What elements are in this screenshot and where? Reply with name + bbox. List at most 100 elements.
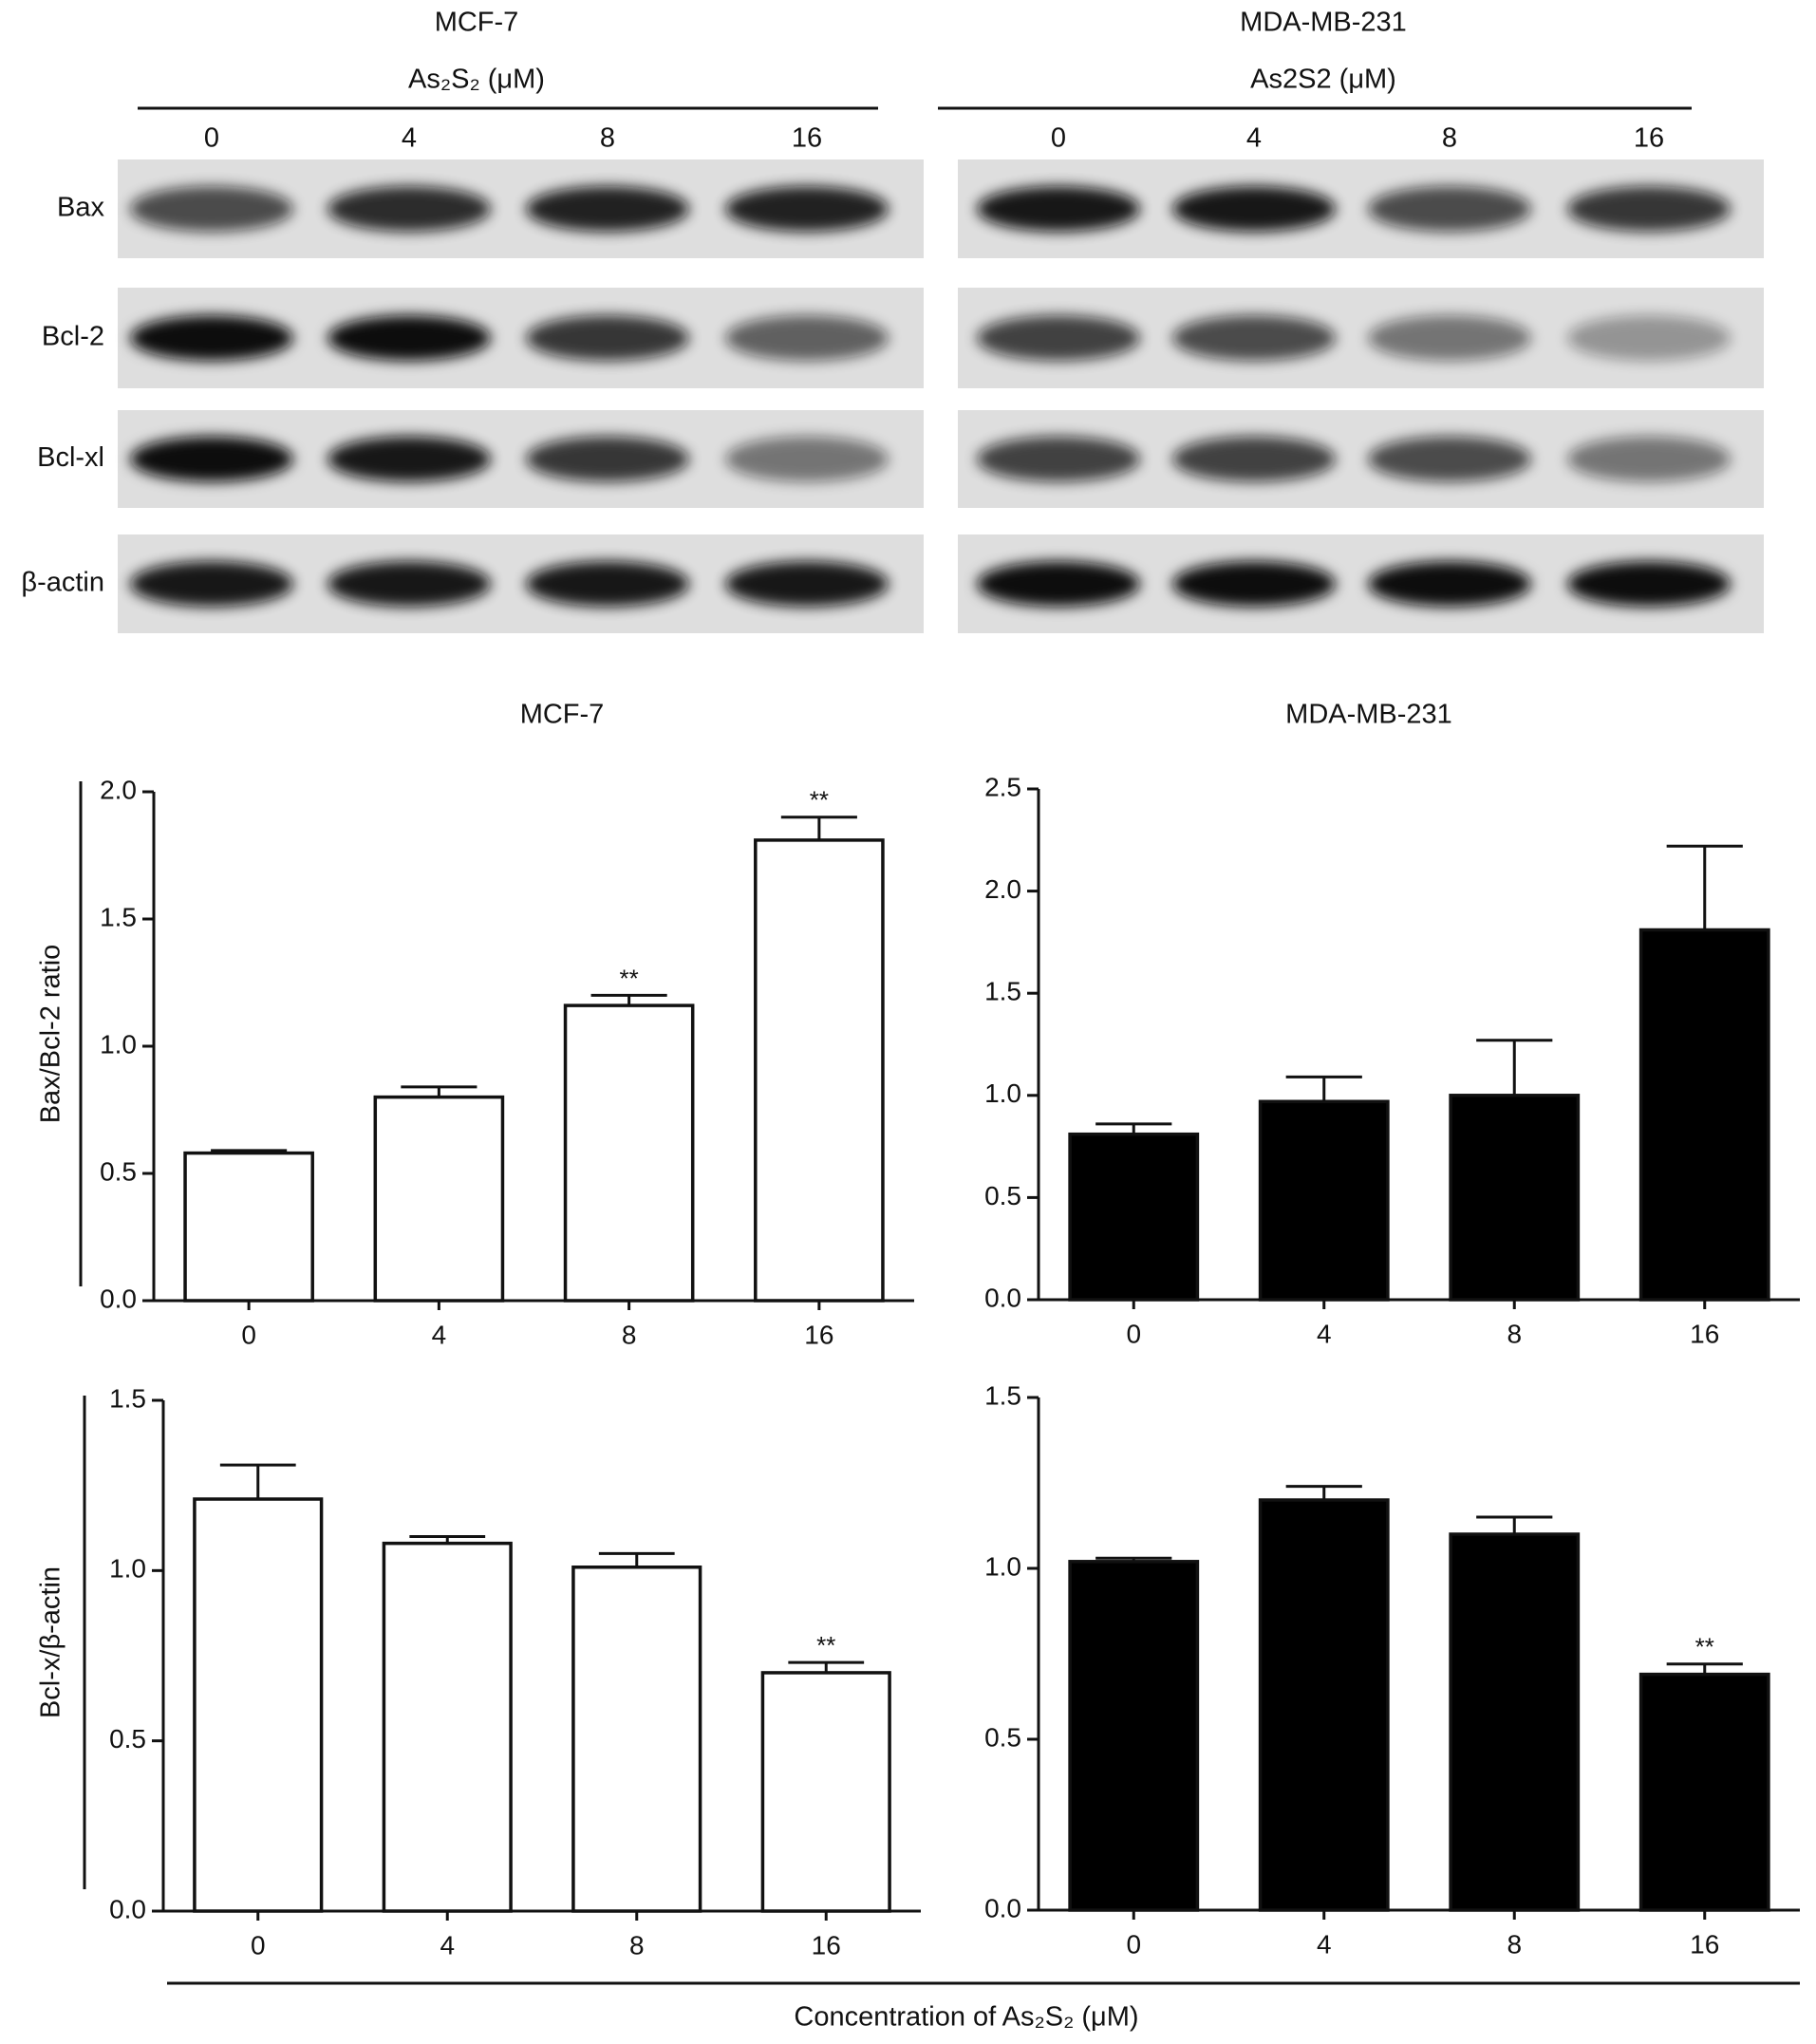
x-tick-label: 0 [1126, 1319, 1141, 1348]
lane-label: 4 [1246, 123, 1262, 154]
bar [193, 1497, 324, 1913]
y-tick-label: 0.0 [984, 1893, 1021, 1922]
treatment-label: As₂S₂ (μM) [408, 65, 545, 95]
lane-label: 4 [402, 123, 417, 154]
blot-band [526, 315, 689, 361]
blot-band [725, 186, 889, 232]
blot-band [1172, 561, 1336, 607]
bar [754, 838, 885, 1303]
y-tick-label: 0.5 [100, 1156, 137, 1186]
bar [1068, 1132, 1200, 1302]
bar [1449, 1532, 1581, 1912]
blot-row-label: β-actin [21, 568, 104, 598]
x-tick-label: 4 [432, 1320, 447, 1349]
blot-band [977, 315, 1140, 361]
blot-band [1567, 315, 1731, 361]
chart-title: MDA-MB-231 [1285, 700, 1452, 730]
x-tick-label: 0 [1126, 1929, 1141, 1959]
blot-band [526, 186, 689, 232]
significance: ** [620, 964, 639, 992]
blot-band [526, 561, 689, 607]
blot-band [1172, 436, 1336, 482]
cell-line-title: MCF-7 [435, 8, 519, 38]
lane-label: 8 [600, 123, 615, 154]
y-tick-label: 2.0 [100, 775, 137, 804]
x-tick-label: 16 [804, 1320, 833, 1349]
blot-band [328, 315, 491, 361]
significance: ** [810, 786, 829, 815]
x-tick-label: 8 [1507, 1319, 1522, 1348]
y-axis-label: Bax/Bcl-2 ratio [36, 945, 66, 1124]
blot-band [977, 436, 1140, 482]
y-tick-label: 0.5 [984, 1722, 1021, 1752]
x-tick-label: 4 [440, 1930, 455, 1960]
y-tick-label: 1.5 [984, 977, 1021, 1006]
y-axis-label: Bcl-x/β-actin [36, 1566, 66, 1718]
y-tick-label: 0.5 [984, 1181, 1021, 1210]
lane-label: 8 [1442, 123, 1457, 154]
y-tick-label: 0.0 [109, 1894, 146, 1923]
blot-band [1567, 436, 1731, 482]
blot-band [130, 315, 293, 361]
bar [1449, 1094, 1581, 1302]
bar [1068, 1560, 1200, 1912]
lane-label: 16 [792, 123, 822, 154]
x-tick-label: 8 [1507, 1929, 1522, 1959]
blot-band [1368, 436, 1531, 482]
y-tick-label: 1.0 [100, 1029, 137, 1059]
blot-row-label: Bcl-xl [37, 442, 104, 473]
blot-band [725, 315, 889, 361]
lane-label: 0 [204, 123, 219, 154]
blot-band [977, 561, 1140, 607]
y-tick-label: 1.0 [109, 1554, 146, 1584]
blot-band [725, 436, 889, 482]
x-tick-label: 8 [629, 1930, 645, 1960]
blot-band [526, 436, 689, 482]
blot-band [328, 186, 491, 232]
x-tick-label: 16 [1690, 1929, 1719, 1959]
blot-band [328, 436, 491, 482]
treatment-label: As2S2 (μM) [1250, 65, 1396, 95]
bar [382, 1541, 513, 1913]
bar [1638, 1672, 1770, 1912]
y-tick-label: 0.5 [109, 1724, 146, 1753]
bar [571, 1565, 702, 1913]
chart-title: MCF-7 [520, 700, 605, 730]
blot-band [1368, 561, 1531, 607]
blot-band [130, 436, 293, 482]
lane-label: 16 [1634, 123, 1664, 154]
x-tick-label: 4 [1317, 1929, 1332, 1959]
y-tick-label: 1.0 [984, 1078, 1021, 1108]
x-tick-label: 16 [812, 1930, 841, 1960]
blot-band [1567, 186, 1731, 232]
blot-band [328, 561, 491, 607]
significance: ** [1695, 1633, 1714, 1661]
blot-band [977, 186, 1140, 232]
blot-band [130, 561, 293, 607]
y-tick-label: 0.0 [984, 1283, 1021, 1312]
bar [1638, 928, 1770, 1302]
bar [1258, 1099, 1390, 1302]
y-tick-label: 2.5 [984, 772, 1021, 801]
bar [563, 1003, 695, 1303]
y-tick-label: 1.5 [109, 1383, 146, 1413]
blot-band [1567, 561, 1731, 607]
blot-band [1368, 186, 1531, 232]
bar [1258, 1498, 1390, 1912]
blot-band [130, 186, 293, 232]
blot-row-label: Bcl-2 [42, 322, 104, 352]
bar [373, 1095, 505, 1303]
x-axis-label: Concentration of As₂S₂ (μM) [794, 2002, 1138, 2033]
blot-band [1172, 315, 1336, 361]
blot-band [725, 561, 889, 607]
blot-band [1368, 315, 1531, 361]
y-tick-label: 2.0 [984, 874, 1021, 904]
cell-line-title: MDA-MB-231 [1240, 8, 1407, 38]
x-tick-label: 0 [251, 1930, 266, 1960]
x-tick-label: 16 [1690, 1319, 1719, 1348]
bar [183, 1151, 314, 1303]
x-tick-label: 0 [241, 1320, 256, 1349]
significance: ** [816, 1631, 835, 1660]
y-tick-label: 0.0 [100, 1284, 137, 1313]
